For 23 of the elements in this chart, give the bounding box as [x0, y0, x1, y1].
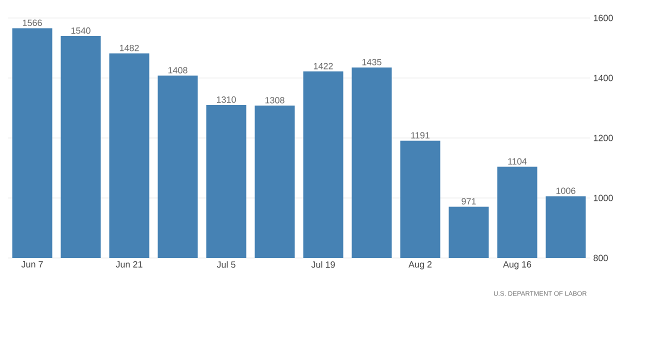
data-label: 1191 — [411, 132, 430, 138]
y-tick-label: 1000 — [594, 194, 613, 202]
y-tick-label: 1200 — [594, 134, 613, 142]
data-label: 1308 — [265, 97, 284, 104]
x-tick-label: Jul 19 — [311, 261, 335, 268]
x-tick-label: Jun 21 — [116, 261, 142, 268]
data-label: 1104 — [508, 158, 527, 165]
y-tick-label: 1400 — [594, 74, 613, 82]
data-label: 1310 — [216, 96, 236, 103]
data-label: 1566 — [22, 20, 42, 26]
data-label: 1482 — [120, 44, 139, 52]
data-label: 1006 — [556, 188, 576, 194]
x-tick-label: Aug 16 — [503, 261, 532, 270]
x-tick-label: Jul 5 — [216, 261, 236, 268]
x-tick-label: Jun 7 — [21, 261, 43, 268]
y-tick-label: 1600 — [594, 14, 613, 22]
data-label: 1422 — [314, 62, 333, 70]
x-tick-label: Aug 2 — [408, 261, 432, 270]
data-label: 1540 — [71, 27, 90, 34]
y-tick-label: 800 — [594, 254, 608, 262]
data-label: 1408 — [168, 67, 188, 74]
data-label: 971 — [462, 198, 476, 204]
data-label: 1435 — [362, 58, 382, 66]
